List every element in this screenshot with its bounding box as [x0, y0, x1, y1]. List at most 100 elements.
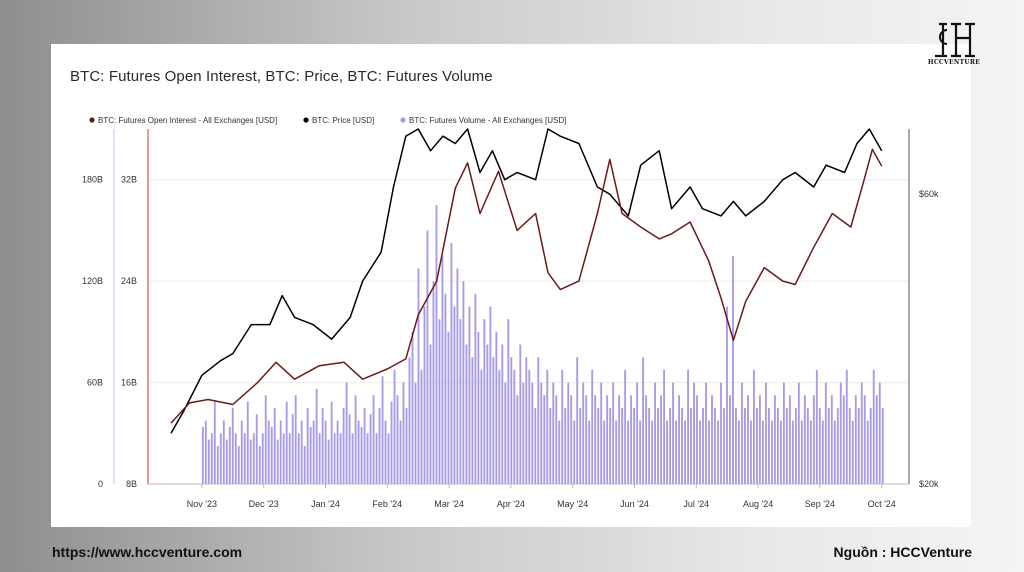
volume-bar	[456, 268, 459, 484]
volume-bar	[753, 369, 755, 484]
source-url[interactable]: https://www.hccventure.com	[52, 544, 243, 560]
lines	[170, 128, 883, 434]
volume-bar	[360, 426, 363, 484]
hcc-logo-icon	[935, 22, 975, 58]
volume-bar	[483, 319, 486, 484]
volume-bar	[785, 407, 788, 484]
legend-label-0: BTC: Futures Open Interest - All Exchang…	[98, 116, 277, 125]
volume-bar	[633, 407, 636, 484]
volume-bar	[830, 395, 833, 484]
volume-bar	[797, 382, 800, 484]
legend: BTC: Futures Open Interest - All Exchang…	[89, 116, 566, 125]
volume-bar	[321, 407, 324, 484]
volume-bar	[812, 395, 815, 484]
volume-bar	[854, 395, 857, 484]
volume-bar	[878, 382, 881, 484]
x-tick-label: Nov '23	[187, 499, 217, 509]
volume-bar	[615, 420, 618, 484]
volume-bar	[806, 407, 809, 484]
volume-bar	[327, 439, 330, 485]
volume-bar	[669, 407, 671, 484]
oi-tick-label: 60B	[87, 378, 103, 388]
volume-bar	[228, 426, 231, 484]
volume-bar	[345, 382, 348, 484]
volume-bar	[432, 281, 435, 484]
volume-bar	[354, 395, 357, 484]
volume-bar	[573, 420, 576, 484]
volume-bar	[672, 382, 674, 484]
volume-bar	[408, 357, 411, 484]
volume-bar	[738, 420, 740, 484]
volume-bar	[800, 420, 803, 484]
volume-bar	[627, 420, 630, 484]
volume-bar	[660, 395, 663, 484]
volume-bar	[869, 407, 872, 484]
volume-bar	[696, 395, 698, 484]
volume-bar	[555, 395, 558, 484]
volume-bar	[369, 414, 372, 484]
volume-bar	[726, 306, 728, 484]
volume-bar	[315, 388, 318, 484]
volume-bar	[357, 420, 360, 484]
x-tick-label: Mar '24	[434, 499, 464, 509]
volume-bar	[213, 401, 216, 484]
x-tick-label: Dec '23	[249, 499, 279, 509]
volume-bar	[447, 331, 450, 484]
volume-bar	[779, 420, 782, 484]
volume-bar	[636, 382, 639, 484]
source-credit: Nguồn : HCCVenture	[833, 544, 972, 560]
volume-bar	[225, 439, 228, 485]
volume-bar	[612, 382, 615, 484]
price-tick-label: $60k	[919, 189, 939, 199]
volume-bar	[558, 420, 561, 484]
volume-bar	[764, 382, 767, 484]
volume-bar	[546, 369, 549, 484]
volume-bar	[486, 344, 489, 484]
volume-bar	[201, 426, 204, 484]
volume-bar	[534, 407, 537, 484]
volume-bar	[204, 420, 207, 484]
volume-bar	[699, 420, 701, 484]
volume-bar	[839, 382, 842, 484]
volume-bar	[237, 445, 240, 484]
volume-bar	[375, 433, 378, 484]
volume-bar	[333, 433, 336, 484]
volume-bar	[396, 395, 399, 484]
volume-bar	[441, 255, 444, 484]
volume-bar	[747, 395, 749, 484]
volume-bar	[770, 420, 773, 484]
volume-bar	[468, 306, 471, 484]
volume-bar	[875, 395, 878, 484]
legend-dot-1	[303, 117, 309, 123]
volume-bar	[336, 420, 339, 484]
volume-bar	[240, 420, 243, 484]
volume-bar	[648, 407, 651, 484]
volume-bar	[462, 281, 465, 484]
volume-bar	[606, 395, 609, 484]
volume-bar	[794, 407, 797, 484]
volume-bar	[744, 407, 746, 484]
volume-bar	[824, 382, 827, 484]
volume-bar	[549, 407, 552, 484]
volume-bar	[435, 205, 438, 484]
volume-bar	[498, 369, 501, 484]
volume-bar	[528, 369, 531, 484]
volume-bar	[788, 395, 791, 484]
volume-bar	[378, 407, 381, 484]
volume-bar	[264, 395, 267, 484]
volume-bar	[465, 344, 468, 484]
volume-bar	[507, 319, 510, 484]
volume-bar	[639, 420, 642, 484]
volume-bar	[735, 407, 737, 484]
volume-bar	[489, 306, 492, 484]
volume-bar	[720, 382, 722, 484]
volume-bar	[570, 395, 573, 484]
volume-bar	[675, 420, 677, 484]
volume-bar	[687, 369, 689, 484]
volume-bar	[678, 395, 680, 484]
volume-bar	[399, 420, 402, 484]
volume-bar	[267, 420, 270, 484]
volume-bar	[330, 401, 333, 484]
volume-bar	[390, 401, 393, 484]
volume-bar	[492, 357, 495, 484]
